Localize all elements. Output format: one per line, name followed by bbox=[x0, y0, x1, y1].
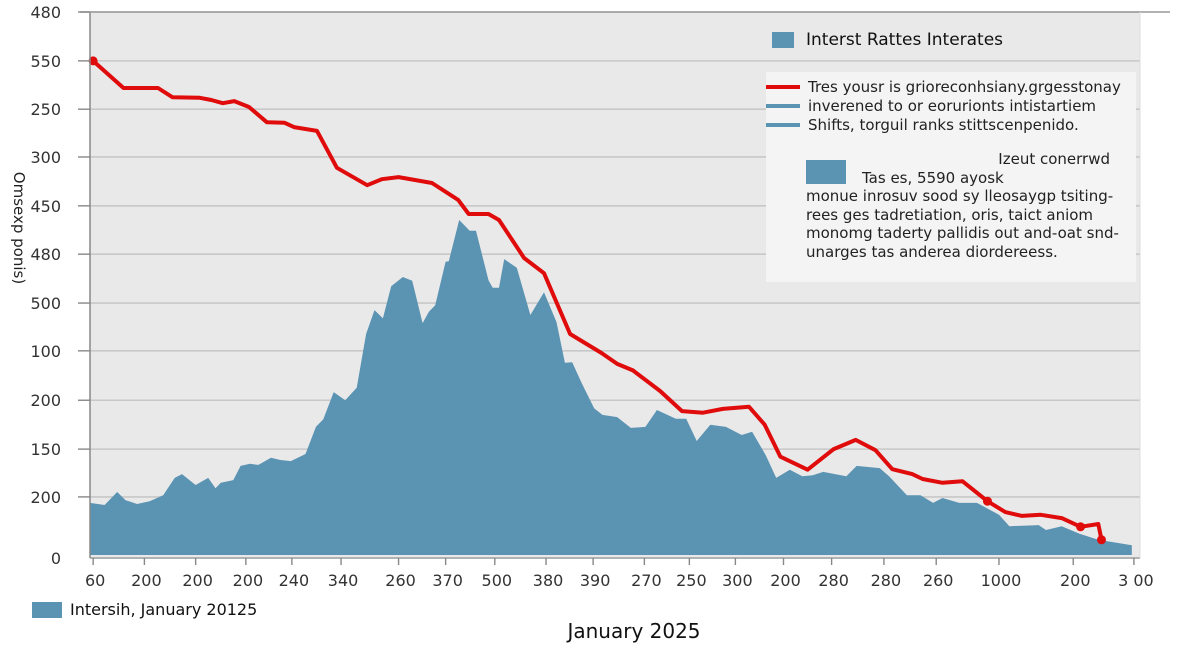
y-tick-label: 150 bbox=[30, 440, 61, 459]
area-series-layer bbox=[89, 219, 1132, 555]
x-tick-labels: 60 200 200 200 240 340 260 370 500 380 390 270 250 30… bbox=[85, 571, 1154, 590]
legend-note: Izeut conerrwd Tas es, 5590 ayosk monue … bbox=[806, 150, 1136, 261]
legend-item: Shifts, torguil ranks stittscenpenido. bbox=[766, 116, 1079, 134]
bottom-legend-swatch bbox=[32, 601, 62, 618]
x-tick-label: 200 bbox=[1060, 571, 1091, 590]
x-tick-label: 200 bbox=[182, 571, 213, 590]
line-marker bbox=[982, 496, 992, 506]
x-tick-label: 1000 bbox=[981, 571, 1022, 590]
y-tick-label: 100 bbox=[30, 342, 61, 361]
line-marker bbox=[1076, 522, 1086, 532]
bottom-legend-label: Intersih, January 20125 bbox=[70, 600, 258, 619]
legend-title-label: Interst Rattes Interates bbox=[806, 30, 1004, 50]
x-tick-label: 380 bbox=[533, 571, 564, 590]
line-marker bbox=[88, 56, 98, 66]
x-tick-label: 500 bbox=[482, 571, 513, 590]
area-series bbox=[90, 220, 1132, 555]
legend-note-line: unarges tas anderea diordereess. bbox=[806, 242, 1058, 261]
legend-note-line: rees ges tadretiation, oris, taict aniom bbox=[806, 205, 1094, 224]
y-axis-title: Omsexp ponis) bbox=[10, 172, 28, 284]
x-tick-label: 200 bbox=[770, 571, 801, 590]
legend-item-label: Tres yousr is grioreconhsiany.grgesstona… bbox=[808, 78, 1121, 96]
y-tick-label: 480 bbox=[30, 3, 61, 22]
line-series bbox=[91, 58, 1104, 542]
x-tick-label: 280 bbox=[871, 571, 902, 590]
y-tick-label: 450 bbox=[30, 197, 61, 216]
x-tick-label: 280 bbox=[818, 571, 849, 590]
x-tick-label: 240 bbox=[279, 571, 310, 590]
legend-note-sub: Tas es, 5590 ayosk bbox=[862, 168, 1004, 187]
x-tick-label: 300 bbox=[722, 571, 753, 590]
legend-note-swatch bbox=[806, 160, 846, 184]
y-tick-label: 200 bbox=[30, 488, 61, 507]
x-tick-label: 200 bbox=[233, 571, 264, 590]
legend-note-line: monue inrosuv sood sy lleosaygp tsiting- bbox=[806, 187, 1114, 205]
y-tick-labels: 480 550 250 300 450 480 500 100 200 150 200 0 bbox=[30, 3, 61, 568]
x-tick-label: 250 bbox=[676, 571, 707, 590]
y-tick-label: 500 bbox=[30, 294, 61, 313]
x-axis-title: January 2025 bbox=[565, 619, 700, 643]
axes bbox=[78, 11, 1170, 565]
x-tick-label: 390 bbox=[580, 571, 611, 590]
legend-note-line: monomg taderty pallidis out and-oat snd- bbox=[806, 224, 1119, 242]
legend-item-label: inverened to or eorurionts intistartiem bbox=[808, 97, 1097, 115]
legend-red-line-swatch bbox=[766, 85, 800, 89]
legend-note-head: Izeut conerrwd bbox=[998, 150, 1110, 168]
legend-item-label: Shifts, torguil ranks stittscenpenido. bbox=[808, 116, 1079, 134]
y-tick-label: 0 bbox=[51, 549, 61, 568]
bottom-legend: Intersih, January 20125 bbox=[32, 600, 257, 619]
legend-blue-line-swatch bbox=[766, 104, 800, 108]
x-tick-label: 200 bbox=[131, 571, 162, 590]
y-tick-label: 550 bbox=[30, 52, 61, 71]
legend-title: Interst Rattes Interates bbox=[772, 30, 1003, 50]
legend-item: inverened to or eorurionts intistartiem bbox=[766, 97, 1096, 115]
y-tick-label: 250 bbox=[30, 100, 61, 119]
legend-area-swatch bbox=[772, 32, 794, 48]
x-tick-label: 370 bbox=[432, 571, 463, 590]
line-series-layer bbox=[88, 56, 1106, 545]
y-tick-label: 480 bbox=[30, 245, 61, 264]
x-tick-label: 260 bbox=[385, 571, 416, 590]
legend-item: Tres yousr is grioreconhsiany.grgesstona… bbox=[766, 78, 1121, 96]
x-tick-label: 340 bbox=[328, 571, 359, 590]
x-tick-label: 260 bbox=[923, 571, 954, 590]
y-tick-label: 300 bbox=[30, 148, 61, 167]
x-tick-label: 270 bbox=[631, 571, 662, 590]
x-tick-label: 60 bbox=[85, 571, 105, 590]
x-tick-label: 3 00 bbox=[1118, 571, 1154, 590]
y-tick-label: 200 bbox=[30, 391, 61, 410]
line-marker bbox=[1096, 535, 1106, 545]
legend-blue-line-swatch bbox=[766, 123, 800, 127]
